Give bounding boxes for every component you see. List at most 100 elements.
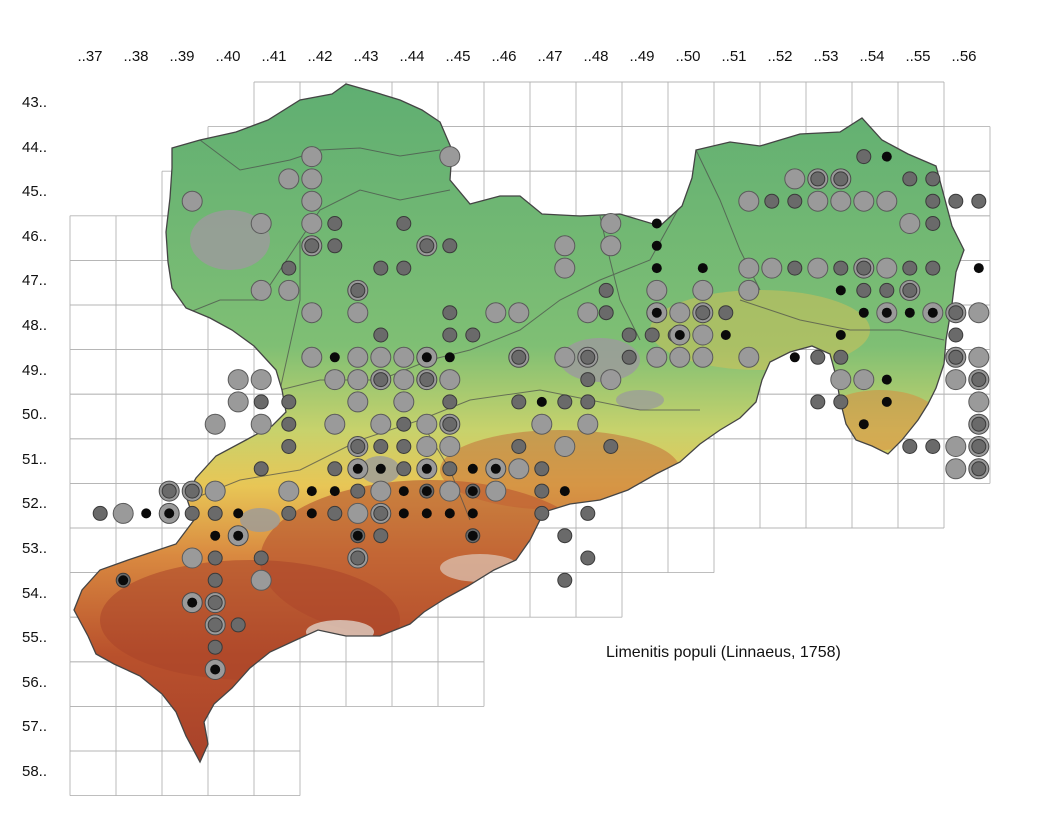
record-marker-medium	[442, 305, 458, 321]
record-marker-large	[301, 190, 323, 212]
record-marker-medium	[350, 439, 366, 454]
record-marker-medium	[534, 483, 550, 499]
record-marker-large	[347, 369, 369, 391]
record-marker-large	[393, 346, 415, 368]
record-marker-medium	[902, 260, 918, 276]
record-marker-large	[250, 279, 272, 301]
record-marker-medium	[442, 394, 458, 410]
column-label: ..56	[951, 48, 977, 65]
record-marker-small	[306, 486, 317, 497]
record-marker-medium	[396, 416, 412, 432]
record-marker-large	[738, 279, 760, 301]
record-marker-small	[927, 307, 938, 318]
record-marker-medium	[373, 439, 389, 454]
record-marker-medium	[534, 461, 550, 477]
record-marker-large	[278, 168, 300, 190]
record-marker-medium	[373, 327, 389, 343]
record-marker-medium	[207, 550, 223, 566]
record-marker-medium	[207, 617, 223, 633]
record-marker-medium	[948, 193, 964, 209]
column-label: ..43	[353, 48, 379, 65]
record-marker-small	[536, 396, 547, 407]
record-marker-large	[250, 413, 272, 435]
record-marker-small	[187, 597, 198, 608]
record-marker-small	[467, 463, 478, 474]
record-marker-small	[881, 396, 892, 407]
column-label: ..41	[261, 48, 287, 65]
record-marker-large	[347, 302, 369, 324]
record-marker-large	[347, 346, 369, 368]
record-marker-medium	[971, 193, 987, 209]
row-label: 52..	[22, 495, 48, 513]
record-marker-large	[508, 302, 530, 324]
record-marker-large	[301, 213, 323, 234]
record-marker-medium	[327, 216, 343, 231]
record-marker-medium	[327, 238, 343, 254]
record-marker-medium	[580, 550, 596, 566]
record-marker-medium	[373, 505, 389, 521]
row-label: 43..	[22, 94, 48, 111]
record-marker-medium	[557, 394, 573, 410]
record-marker-small	[421, 352, 432, 363]
record-marker-large	[485, 480, 507, 502]
record-marker-medium	[833, 394, 849, 410]
row-label: 56..	[22, 673, 48, 691]
record-marker-medium	[718, 305, 734, 321]
record-marker-small	[118, 575, 129, 586]
record-marker-small	[789, 352, 800, 363]
record-marker-small	[329, 352, 340, 363]
column-label: ..37	[77, 48, 103, 65]
record-marker-medium	[396, 439, 412, 454]
row-label: 46..	[22, 227, 48, 245]
record-marker-large	[945, 436, 967, 457]
record-marker-small	[904, 307, 915, 318]
record-marker-medium	[511, 394, 527, 410]
record-marker-large	[876, 190, 898, 212]
record-marker-small	[835, 285, 846, 296]
record-marker-large	[853, 190, 875, 212]
record-marker-large	[227, 369, 249, 391]
record-marker-medium	[879, 282, 895, 298]
record-marker-small	[490, 463, 501, 474]
record-marker-medium	[281, 394, 297, 410]
record-marker-small	[233, 508, 244, 519]
record-marker-small	[651, 218, 662, 229]
record-marker-small	[164, 508, 175, 519]
record-marker-large	[646, 346, 668, 368]
record-marker-medium	[304, 238, 320, 254]
record-marker-large	[278, 279, 300, 301]
record-marker-medium	[598, 305, 614, 321]
record-marker-large	[692, 346, 714, 368]
record-marker-medium	[621, 349, 637, 365]
record-marker-large	[738, 190, 760, 212]
column-label: ..49	[629, 48, 655, 65]
record-marker-large	[669, 302, 691, 324]
record-marker-medium	[207, 639, 223, 655]
record-marker-medium	[534, 505, 550, 521]
record-marker-large	[250, 569, 272, 591]
column-label: ..51	[721, 48, 747, 65]
column-label: ..52	[767, 48, 793, 65]
record-marker-medium	[511, 439, 527, 454]
record-marker-medium	[396, 461, 412, 477]
record-marker-large	[370, 413, 392, 435]
record-marker-medium	[971, 372, 987, 388]
column-label: ..39	[169, 48, 195, 65]
record-marker-medium	[327, 505, 343, 521]
species-caption: Limenitis populi (Linnaeus, 1758)	[606, 644, 841, 661]
record-marker-small	[674, 330, 685, 340]
record-marker-small	[421, 463, 432, 474]
record-marker-large	[554, 235, 576, 257]
record-marker-large	[250, 369, 272, 391]
record-marker-large	[370, 346, 392, 368]
record-marker-large	[439, 436, 461, 457]
record-marker-medium	[442, 461, 458, 477]
record-marker-medium	[419, 372, 435, 388]
record-marker-medium	[644, 327, 660, 343]
record-marker-medium	[92, 505, 108, 521]
record-marker-large	[600, 213, 622, 234]
record-marker-medium	[603, 439, 619, 454]
record-marker-medium	[971, 416, 987, 432]
record-marker-large	[227, 391, 249, 413]
record-marker-large	[301, 346, 323, 368]
